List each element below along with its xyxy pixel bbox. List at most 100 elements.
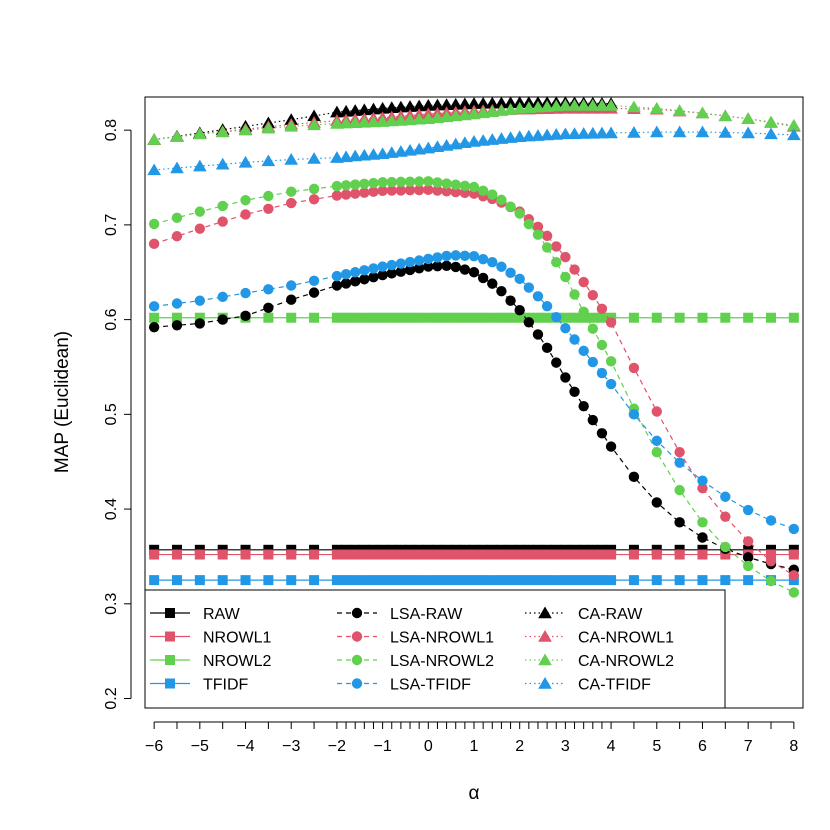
data-point [496, 549, 507, 560]
data-point [459, 264, 471, 275]
data-point [421, 99, 436, 111]
data-point [595, 126, 609, 139]
data-point [505, 295, 516, 306]
data-point [788, 523, 800, 535]
data-point [194, 318, 206, 329]
data-point [542, 575, 553, 586]
data-point [578, 306, 589, 318]
data-point [432, 177, 443, 188]
data-point [503, 131, 518, 143]
series-lsa-tfidf [148, 250, 800, 535]
data-point [487, 549, 498, 560]
data-point [148, 321, 160, 333]
data-point [512, 130, 527, 142]
data-point [412, 99, 426, 112]
legend-item-tfidf: TFIDF [150, 677, 249, 694]
data-point [404, 185, 416, 196]
legend-item-lsa-raw: LSA-RAW [337, 606, 463, 623]
data-point [512, 101, 527, 114]
data-point [441, 178, 452, 189]
legend-label: NROWL1 [203, 630, 272, 647]
data-point [405, 575, 416, 586]
y-tick-label: 0.3 [103, 593, 120, 615]
data-point [496, 194, 507, 206]
legend-label: CA-RAW [578, 606, 643, 623]
data-point [596, 367, 608, 379]
legend-label: LSA-TFIDF [390, 677, 471, 694]
data-point [331, 280, 343, 291]
data-point [587, 323, 599, 334]
data-point [403, 113, 417, 126]
data-point [432, 185, 443, 196]
data-point [720, 549, 731, 560]
data-point [596, 549, 607, 560]
data-point [386, 312, 397, 323]
data-point [551, 575, 562, 586]
data-point [514, 549, 525, 560]
data-point [430, 98, 445, 111]
data-point [240, 549, 251, 560]
data-point [514, 312, 525, 323]
data-point [542, 549, 553, 560]
data-point [560, 271, 571, 283]
data-point [551, 357, 562, 368]
data-point [359, 274, 370, 285]
data-point [309, 312, 320, 323]
data-point [348, 104, 363, 116]
data-point [413, 176, 425, 187]
data-point [217, 216, 228, 227]
data-point [386, 549, 397, 560]
data-point [487, 257, 498, 268]
data-point [307, 109, 321, 122]
legend-item-nrowl1: NROWL1 [150, 630, 272, 647]
data-point [487, 278, 498, 289]
data-point [414, 549, 425, 560]
data-point [628, 575, 639, 586]
data-point [476, 134, 490, 146]
data-point [766, 549, 777, 560]
data-point [432, 260, 443, 272]
data-point [697, 475, 708, 486]
legend-item-raw: RAW [150, 606, 241, 623]
legend-label: NROWL2 [203, 653, 272, 670]
data-point [469, 575, 479, 586]
data-point [743, 575, 754, 586]
legend-marker [165, 655, 175, 665]
data-point [359, 178, 370, 189]
data-point [469, 312, 479, 323]
data-point [377, 575, 388, 586]
data-point [331, 312, 342, 323]
data-point [348, 116, 363, 128]
data-point [421, 112, 436, 124]
data-point [560, 575, 571, 586]
data-point [496, 575, 507, 586]
legend-marker [351, 678, 363, 689]
data-point [459, 180, 471, 192]
data-point [403, 100, 417, 112]
data-point [359, 265, 370, 276]
data-point [377, 185, 388, 196]
data-point [578, 575, 589, 586]
data-point [263, 190, 274, 202]
data-point [578, 276, 589, 288]
data-point [567, 99, 582, 111]
data-point [441, 186, 452, 197]
data-point [551, 257, 562, 268]
data-point [395, 575, 406, 586]
data-point [672, 125, 687, 138]
x-tick-label: −1 [373, 738, 391, 755]
data-point [487, 312, 498, 323]
data-point [560, 312, 571, 323]
data-point [505, 267, 516, 279]
data-point [587, 549, 598, 560]
data-point [468, 267, 480, 278]
data-point [341, 575, 352, 586]
data-point [330, 151, 344, 163]
data-point [368, 575, 379, 586]
data-point [649, 101, 664, 114]
data-point [357, 148, 372, 161]
data-point [674, 517, 685, 528]
x-tick-label: 0 [424, 738, 433, 755]
data-point [450, 179, 461, 190]
data-point [674, 457, 685, 468]
